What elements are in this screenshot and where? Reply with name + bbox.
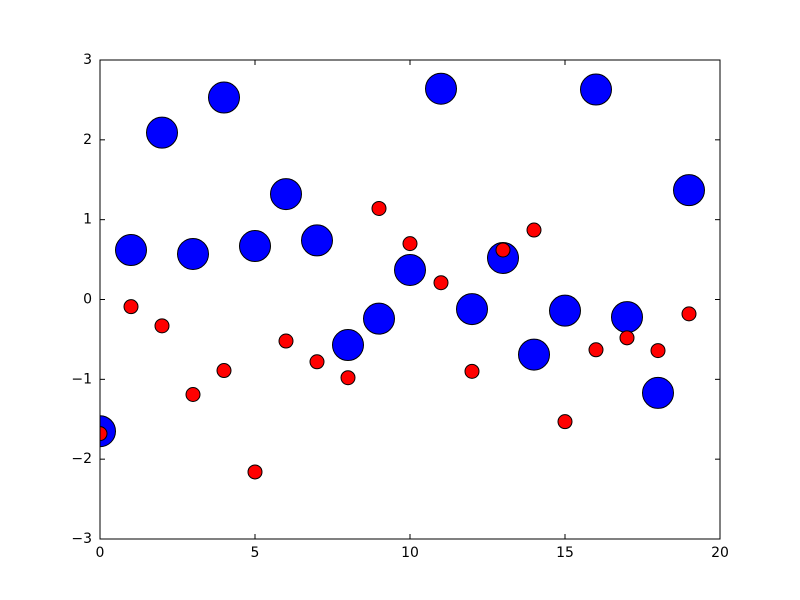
point xyxy=(588,342,604,358)
y-tick-label: −1 xyxy=(71,371,92,387)
point xyxy=(642,376,674,409)
point xyxy=(526,222,542,238)
y-tick-label: 2 xyxy=(83,132,92,148)
point xyxy=(115,234,147,267)
point xyxy=(619,330,635,346)
point xyxy=(177,237,209,270)
point xyxy=(518,338,550,371)
x-tick-label: 20 xyxy=(711,545,729,561)
point xyxy=(185,387,201,403)
point xyxy=(650,343,666,359)
point xyxy=(394,253,426,286)
point xyxy=(402,236,418,252)
x-tick-label: 15 xyxy=(556,545,574,561)
y-tick-label: −2 xyxy=(71,451,92,467)
y-tick-label: 3 xyxy=(83,52,92,68)
point xyxy=(270,178,302,211)
point xyxy=(549,294,581,327)
point xyxy=(239,230,271,263)
point xyxy=(363,302,395,335)
plot-area xyxy=(100,60,720,539)
point xyxy=(456,293,488,326)
point xyxy=(681,306,697,322)
y-tick-label: −3 xyxy=(71,531,92,547)
point xyxy=(495,242,511,258)
point xyxy=(301,224,333,257)
point xyxy=(340,370,356,386)
point xyxy=(309,354,325,370)
y-tick-label: 1 xyxy=(83,212,92,228)
point xyxy=(371,200,387,216)
point xyxy=(673,174,705,207)
point xyxy=(247,464,263,480)
marks xyxy=(100,72,705,480)
point xyxy=(154,318,170,334)
point xyxy=(580,73,612,106)
point xyxy=(332,329,364,362)
point xyxy=(464,363,480,379)
point xyxy=(216,363,232,379)
point xyxy=(208,81,240,114)
point xyxy=(100,426,108,442)
x-tick-label: 10 xyxy=(401,545,419,561)
point xyxy=(123,299,139,315)
point xyxy=(433,275,449,291)
y-tick-label: 0 xyxy=(83,292,92,308)
x-tick-label: 0 xyxy=(96,545,105,561)
point xyxy=(557,414,573,430)
point xyxy=(278,333,294,349)
point xyxy=(425,72,457,105)
x-tick-label: 5 xyxy=(251,545,260,561)
point xyxy=(487,241,519,274)
point xyxy=(146,116,178,149)
point xyxy=(611,301,643,334)
